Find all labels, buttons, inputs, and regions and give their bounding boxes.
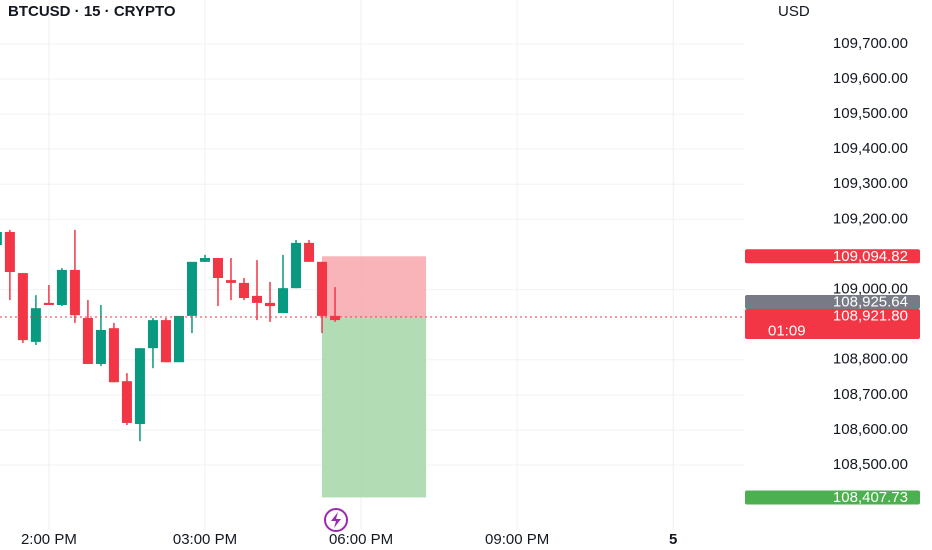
- y-tick-label: 109,500.00: [833, 105, 908, 122]
- x-tick-label: 5: [669, 531, 677, 548]
- candle-body: [17, 273, 28, 341]
- y-tick-label: 108,500.00: [833, 456, 908, 473]
- y-tick-label: 109,200.00: [833, 210, 908, 227]
- candle-body: [121, 381, 132, 423]
- candle-body: [238, 282, 249, 298]
- candle-body: [147, 320, 158, 349]
- price-label: 109,094.82: [833, 248, 908, 265]
- price-label-box: [745, 309, 920, 340]
- y-tick-label: 109,300.00: [833, 175, 908, 192]
- price-label: 108,407.73: [833, 489, 908, 506]
- candle-body: [199, 257, 210, 262]
- candle-body: [4, 232, 15, 273]
- y-tick-label: 109,600.00: [833, 70, 908, 87]
- candle-body: [134, 348, 145, 424]
- candle-body: [212, 257, 223, 278]
- candle-body: [69, 269, 80, 316]
- y-tick-label: 109,700.00: [833, 35, 908, 52]
- countdown: 01:09: [768, 322, 806, 339]
- candle-body: [291, 242, 302, 289]
- candle-body: [56, 269, 67, 306]
- price-label-box: [745, 490, 920, 505]
- candle-body: [108, 328, 119, 383]
- candle-body: [252, 295, 263, 303]
- currency-label: USD: [778, 3, 810, 20]
- y-tick-label: 108,700.00: [833, 386, 908, 403]
- target-zone: [322, 317, 427, 498]
- candle-body: [304, 242, 315, 262]
- candle-body: [186, 261, 197, 316]
- candle-body: [95, 329, 106, 364]
- candle-body: [0, 232, 2, 245]
- x-tick-label: 09:00 PM: [485, 531, 549, 548]
- y-tick-label: 109,000.00: [833, 281, 908, 298]
- y-tick-label: 108,800.00: [833, 351, 908, 368]
- candle-body: [278, 288, 289, 314]
- event-icon[interactable]: [324, 508, 348, 532]
- x-tick-label: 06:00 PM: [329, 531, 393, 548]
- candle-body: [173, 315, 184, 363]
- candle-body: [82, 318, 93, 364]
- chart-title: BTCUSD · 15 · CRYPTO: [8, 3, 176, 20]
- candle-body: [317, 261, 328, 316]
- x-tick-label: 2:00 PM: [21, 531, 77, 548]
- candle-body: [43, 302, 54, 306]
- candle-body: [225, 280, 236, 283]
- candle-body: [265, 302, 276, 307]
- candle-body: [30, 308, 41, 342]
- price-label: 108,921.80: [833, 307, 908, 324]
- price-label-box: [745, 295, 920, 310]
- price-label-box: [745, 249, 920, 264]
- x-tick-label: 03:00 PM: [173, 531, 237, 548]
- candle-body: [330, 315, 341, 321]
- candle-body: [160, 320, 171, 363]
- price-label: 108,925.64: [833, 293, 908, 310]
- y-tick-label: 108,600.00: [833, 421, 908, 438]
- y-tick-label: 109,400.00: [833, 140, 908, 157]
- stop-zone: [322, 256, 427, 318]
